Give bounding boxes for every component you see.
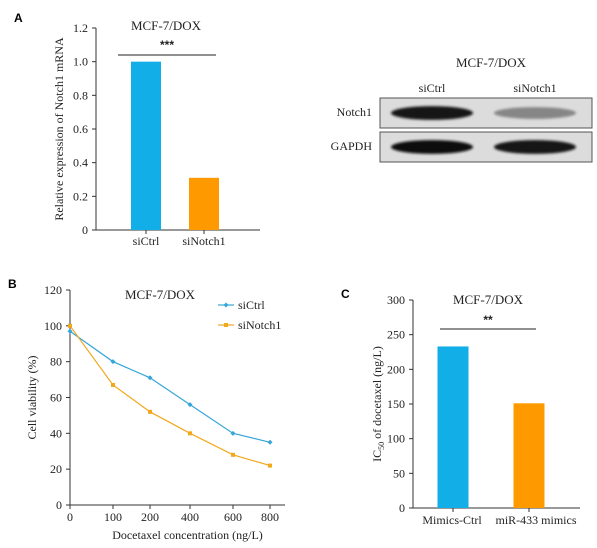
panel-letter-b: B [8, 277, 17, 291]
chart-b-point-sinotch1 [68, 323, 72, 328]
chart-b-y-tick-label: 40 [50, 426, 62, 440]
chart-c-y-tick-label: 0 [399, 501, 405, 515]
chart-b-point-sictrl [187, 402, 193, 408]
chart-b-y-tick-label: 100 [44, 319, 62, 333]
blot-band [494, 107, 576, 119]
chart-a-y-tick-label: 0.2 [73, 189, 88, 203]
chart-b-y-label: Cell viability (%) [25, 356, 39, 440]
chart-c-bar [437, 346, 469, 508]
chart-b-point-sinotch1 [188, 431, 192, 436]
chart-b-y-tick-label: 0 [56, 498, 62, 512]
chart-c-y-tick-label: 200 [387, 362, 405, 376]
chart-b-x-tick-label: 400 [181, 510, 199, 524]
chart-b-y-tick-label: 80 [50, 355, 62, 369]
chart-c-y-tick-label: 150 [387, 397, 405, 411]
chart-c-x-tick-label: Mimics-Ctrl [422, 513, 482, 527]
chart-b-point-sictrl [67, 328, 73, 334]
blot-band [391, 140, 473, 154]
chart-a-y-tick-label: 0 [82, 223, 88, 237]
chart-a-y-tick-label: 1.0 [73, 55, 88, 69]
chart-b-point-sinotch1 [231, 452, 235, 457]
panel-letter-c: C [341, 287, 350, 301]
blot-band [494, 140, 576, 154]
chart-c-ic50: MCF-7/DOX 0 50 100 150 200 250 300 IC50 of docet… [370, 292, 580, 527]
chart-a-y-label: Relative expression of Notch1 mRNA [52, 37, 66, 221]
chart-c-significance: ** [483, 313, 493, 327]
chart-b-point-sictrl [267, 439, 273, 445]
chart-b-point-sictrl [147, 375, 153, 381]
chart-b-cell-viability: MCF-7/DOX 0 20 40 60 80 100 120 0 100 200 400 600 800… [25, 283, 285, 542]
chart-c-bar [513, 403, 545, 508]
chart-a-y-tick-label: 0.6 [73, 122, 88, 136]
panel-letter-a: A [14, 11, 23, 25]
chart-a-y-tick-label: 0.4 [73, 156, 88, 170]
chart-b-y-tick-label: 60 [50, 391, 62, 405]
chart-b-line-sinotch1 [69, 325, 271, 467]
chart-b-point-sictrl [110, 359, 116, 365]
chart-c-y-tick-label: 300 [387, 293, 405, 307]
blot-row-label-notch1: Notch1 [337, 105, 372, 119]
chart-b-legend-label: siCtrl [238, 298, 265, 312]
blot-lane-label: siCtrl [419, 81, 446, 95]
chart-b-point-sictrl [230, 430, 236, 436]
blot-title: MCF-7/DOX [456, 55, 527, 70]
chart-a-x-tick-label: siCtrl [133, 234, 160, 248]
chart-c-y-tick-label: 100 [387, 432, 405, 446]
chart-b-y-tick-label: 120 [44, 283, 62, 297]
chart-a-y-tick-label: 0.8 [73, 88, 88, 102]
chart-b-legend: siCtrl siNotch1 [218, 298, 281, 332]
chart-b-x-tick-label: 0 [67, 510, 73, 524]
chart-b-title: MCF-7/DOX [125, 287, 196, 302]
chart-a-bar-sinotch1 [189, 177, 219, 230]
blot-row-label-gapdh: GAPDH [331, 139, 373, 153]
chart-a-x-tick-label: siNotch1 [182, 234, 225, 248]
chart-a-significance: *** [160, 38, 174, 52]
chart-c-y-tick-label: 50 [393, 466, 405, 480]
chart-c-y-tick-label: 250 [387, 328, 405, 342]
chart-a-notch1-mrna: MCF-7/DOX 0 0.2 0.4 0.6 0.8 1.0 1.2 Relative exp… [52, 18, 260, 248]
chart-a-y-tick-label: 1.2 [73, 21, 88, 35]
chart-b-x-tick-label: 600 [224, 510, 242, 524]
chart-b-y-tick-label: 20 [50, 462, 62, 476]
chart-c-y-label: IC50 of docetaxel (ng/L) [370, 346, 386, 462]
chart-b-legend-label: siNotch1 [238, 318, 281, 332]
blot-lane-label: siNotch1 [513, 81, 556, 95]
chart-b-line-sictrl [69, 330, 271, 443]
chart-b-x-tick-label: 800 [261, 510, 279, 524]
chart-a-title: MCF-7/DOX [131, 18, 202, 33]
chart-b-point-sinotch1 [268, 463, 272, 468]
chart-b-x-tick-label: 200 [141, 510, 159, 524]
chart-b-point-sinotch1 [111, 382, 115, 387]
blot-band [391, 106, 473, 120]
chart-c-x-tick-label: miR-433 mimics [496, 513, 577, 527]
chart-b-x-tick-label: 100 [104, 510, 122, 524]
chart-a-bar-sictrl [131, 61, 161, 230]
chart-c-title: MCF-7/DOX [453, 292, 524, 307]
western-blot: MCF-7/DOX siCtrl siNotch1 Notch1 GAPDH [331, 55, 593, 163]
chart-b-point-sinotch1 [148, 409, 152, 414]
chart-b-x-label: Docetaxel concentration (ng/L) [112, 528, 263, 542]
